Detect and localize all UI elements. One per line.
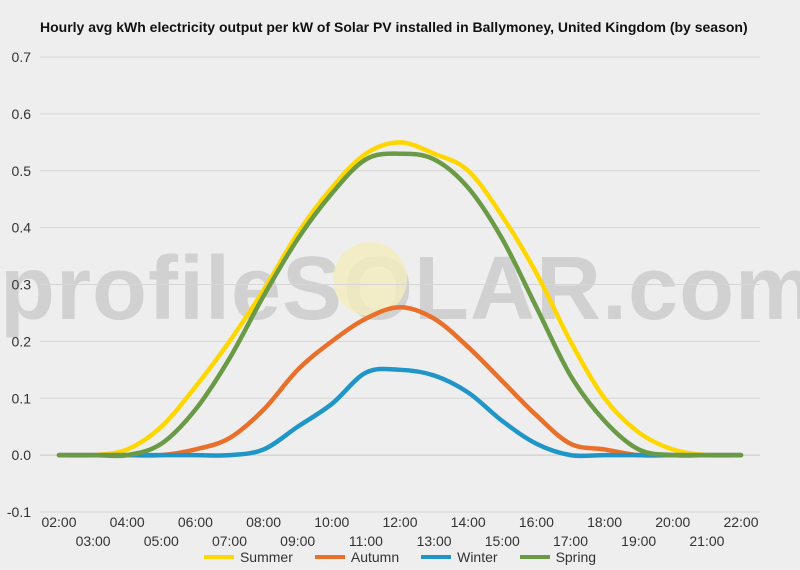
legend: Summer Autumn Winter Spring <box>0 549 800 565</box>
x-tick-label: 06:00 <box>178 514 213 530</box>
y-tick-label: 0.0 <box>12 447 32 463</box>
legend-item-spring: Spring <box>519 549 597 565</box>
series-line-spring <box>56 151 744 459</box>
series-line-winter <box>56 366 744 459</box>
legend-item-summer: Summer <box>203 549 293 565</box>
x-tick-label: 05:00 <box>144 533 179 549</box>
x-tick-label: 17:00 <box>553 533 588 549</box>
chart-title: Hourly avg kWh electricity output per kW… <box>40 19 748 35</box>
y-axis-ticks: -0.1 0.0 0.1 0.2 0.3 0.4 0.5 0.6 0.7 <box>7 49 31 520</box>
series-line-summer <box>56 140 744 458</box>
x-tick-label: 03:00 <box>76 533 111 549</box>
x-tick-label: 11:00 <box>349 533 383 549</box>
x-tick-label: 15:00 <box>485 533 520 549</box>
legend-label: Winter <box>457 549 498 565</box>
x-tick-label: 13:00 <box>417 533 452 549</box>
x-tick-label: 14:00 <box>451 514 486 530</box>
legend-label: Autumn <box>350 549 400 565</box>
watermark-sun-logo <box>333 242 407 316</box>
legend-swatch <box>421 555 452 559</box>
y-tick-label: 0.7 <box>12 49 32 65</box>
x-tick-label: 20:00 <box>655 514 690 530</box>
y-tick-label: 0.1 <box>12 390 32 406</box>
series-lines <box>56 140 744 459</box>
y-tick-label: 0.5 <box>12 163 32 179</box>
y-tick-label: 0.4 <box>12 220 32 236</box>
legend-label: Spring <box>555 549 597 565</box>
grid-lines <box>40 56 760 513</box>
x-tick-label: 22:00 <box>723 514 758 530</box>
x-tick-label: 10:00 <box>314 514 349 530</box>
legend-swatch <box>519 555 550 559</box>
x-tick-label: 02:00 <box>41 514 76 530</box>
legend-label: Summer <box>239 549 293 565</box>
x-tick-label: 08:00 <box>246 514 281 530</box>
x-tick-label: 12:00 <box>382 514 417 530</box>
y-tick-label: 0.6 <box>12 106 32 122</box>
legend-item-autumn: Autumn <box>314 549 400 565</box>
x-tick-label: 09:00 <box>280 533 315 549</box>
y-tick-label: -0.1 <box>7 504 31 520</box>
x-tick-label: 18:00 <box>587 514 622 530</box>
x-tick-label: 07:00 <box>212 533 247 549</box>
y-tick-label: 0.2 <box>12 333 32 349</box>
legend-item-winter: Winter <box>421 549 498 565</box>
x-tick-label: 21:00 <box>689 533 724 549</box>
x-tick-label: 19:00 <box>621 533 656 549</box>
x-tick-label: 04:00 <box>110 514 145 530</box>
legend-swatch <box>203 555 234 559</box>
x-tick-label: 16:00 <box>519 514 554 530</box>
legend-swatch <box>314 555 345 559</box>
y-tick-label: 0.3 <box>12 277 32 293</box>
